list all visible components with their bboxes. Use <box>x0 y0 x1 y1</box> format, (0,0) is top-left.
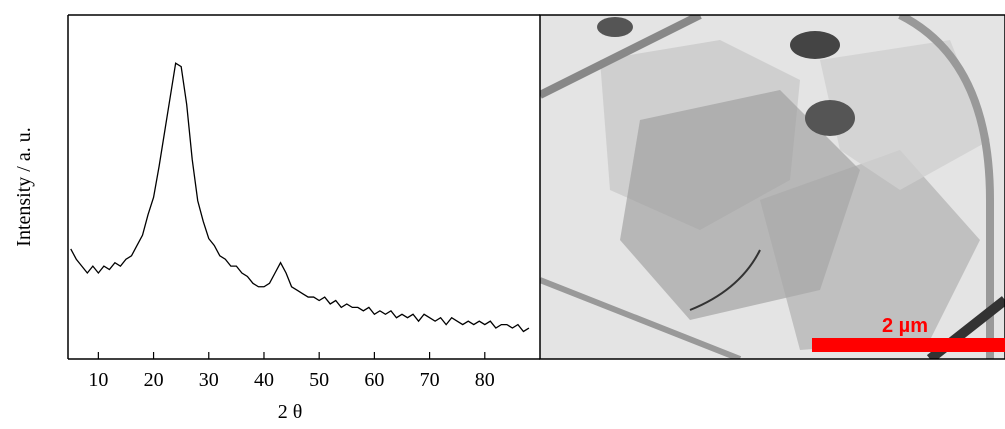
x-tick-label: 70 <box>420 369 440 391</box>
x-tick-label: 50 <box>309 369 329 391</box>
image-frame <box>539 14 1005 360</box>
scale-bar-label: 2 µm <box>882 315 928 337</box>
y-axis-label: Intensity / a. u. <box>13 127 35 246</box>
x-axis-label: 2 θ <box>278 401 303 423</box>
data-line <box>70 62 530 333</box>
tem-image <box>540 15 1005 359</box>
x-tick-label: 60 <box>364 369 384 391</box>
x-tick-label: 40 <box>254 369 274 391</box>
x-tick-label: 10 <box>88 369 108 391</box>
x-tick-label: 30 <box>199 369 219 391</box>
x-tick-label: 80 <box>475 369 495 391</box>
x-tick-label: 20 <box>144 369 164 391</box>
scale-bar <box>812 338 1005 352</box>
